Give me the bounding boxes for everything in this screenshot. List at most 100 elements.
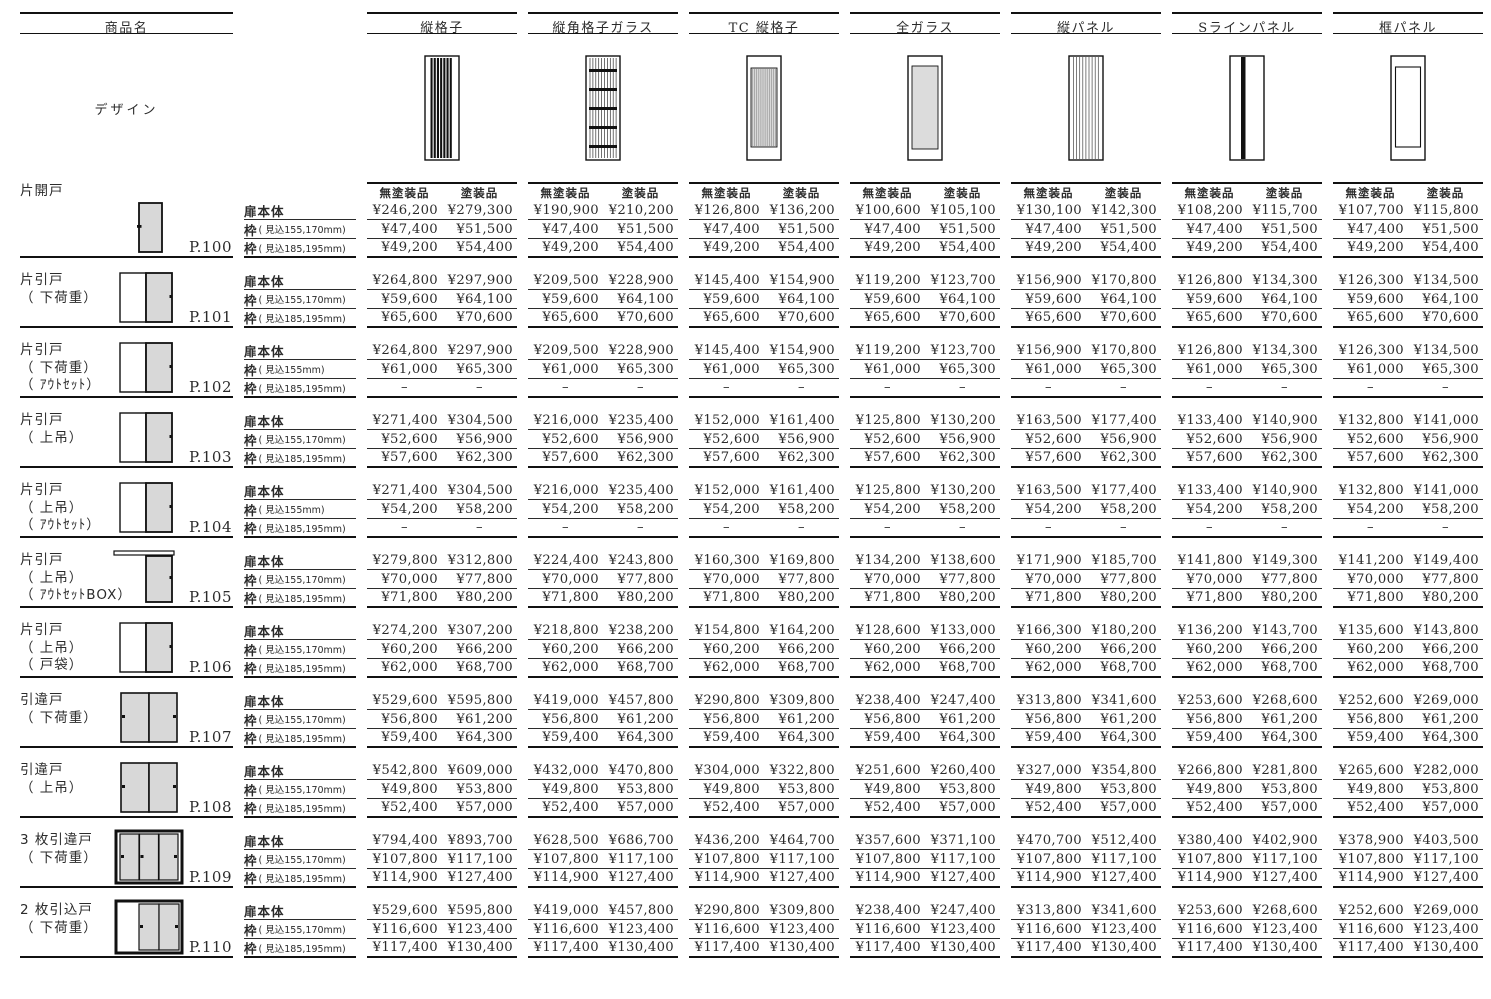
price-value: ¥70,600 <box>778 310 835 325</box>
price-value: ¥457,800 <box>608 902 674 918</box>
price-value: ¥123,400 <box>769 921 835 937</box>
price-row: ¥163,500 ¥177,400 <box>1011 411 1161 430</box>
price-value: ¥56,800 <box>542 711 599 727</box>
product-row-P.107: 引違戸（ 下荷重） P.107 扉本体枠( 見込155,170mm) 枠( 見込185… <box>20 691 1483 748</box>
price-value: ¥57,600 <box>703 450 760 465</box>
price-row: ¥252,600 ¥269,000 <box>1333 901 1483 920</box>
price-value: ¥65,600 <box>1186 310 1243 325</box>
price-cell-col3: ¥128,600 ¥133,000 ¥60,200 ¥66,200 ¥62,000 ¥68… <box>850 621 1000 678</box>
row-label-detail: ( 見込185,195mm) <box>258 663 346 675</box>
row-labels: 扉本体枠( 見込155,170mm) 枠( 見込185,195mm) <box>244 761 356 818</box>
row-label: 枠( 見込185,195mm) <box>244 659 356 678</box>
price-value: ¥62,000 <box>1186 660 1243 675</box>
row-label-detail: ( 見込185,195mm) <box>258 243 346 255</box>
price-value: ¥107,800 <box>1338 851 1404 867</box>
product-name-line: 片引戸 <box>20 622 64 638</box>
row-label-main: 扉本体 <box>244 623 285 639</box>
price-value: ¥238,400 <box>855 902 921 918</box>
price-value: ¥128,600 <box>855 622 921 638</box>
row-label: 枠( 見込185,195mm) <box>244 799 356 818</box>
price-value: ¥170,800 <box>1091 272 1157 288</box>
price-value: ¥66,200 <box>1422 641 1479 657</box>
price-cell-col5: ¥380,400 ¥402,900 ¥107,800 ¥117,100 ¥114,900… <box>1172 831 1322 888</box>
row-label: 枠( 見込155,170mm) <box>244 780 356 799</box>
price-value: ¥65,300 <box>778 361 835 377</box>
price-value: ¥130,200 <box>930 412 996 428</box>
price-row: ¥60,200 ¥66,200 <box>1333 640 1483 659</box>
price-cell-col1: ¥224,400 ¥243,800 ¥70,000 ¥77,800 ¥71,800 ¥80… <box>528 551 678 608</box>
price-row: ¥238,400 ¥247,400 <box>850 901 1000 920</box>
price-row: ¥56,800 ¥61,200 <box>689 710 839 729</box>
price-row: ¥70,000 ¥77,800 <box>1333 570 1483 589</box>
price-value: ¥154,900 <box>769 272 835 288</box>
price-row: ¥114,900 ¥127,400 <box>367 869 517 888</box>
price-value: ¥253,600 <box>1177 692 1243 708</box>
price-value: ¥246,200 <box>372 202 438 218</box>
price-value: ¥58,200 <box>939 501 996 517</box>
price-value: ¥65,300 <box>617 361 674 377</box>
price-row: – – <box>850 379 1000 398</box>
price-cell-col1: 無塗装品 塗装品 ¥190,900 ¥210,200 ¥47,400 ¥51,500 ¥49… <box>528 182 678 258</box>
price-value: ¥107,800 <box>694 851 760 867</box>
price-row: ¥71,800 ¥80,200 <box>1172 589 1322 608</box>
price-value: ¥107,800 <box>372 851 438 867</box>
price-row: ¥52,400 ¥57,000 <box>1172 799 1322 818</box>
price-value: ¥54,400 <box>778 240 835 255</box>
price-row: ¥47,400 ¥51,500 <box>1172 220 1322 239</box>
page-number: P.105 <box>189 588 232 606</box>
price-value: ¥264,800 <box>372 342 438 358</box>
price-cell-col0: ¥542,800 ¥609,000 ¥49,800 ¥53,800 ¥52,400 ¥57… <box>367 761 517 818</box>
price-value: ¥57,600 <box>1025 450 1082 465</box>
price-row: ¥59,400 ¥64,300 <box>689 729 839 748</box>
price-value: ¥64,300 <box>778 730 835 745</box>
price-row: ¥114,900 ¥127,400 <box>1011 869 1161 888</box>
price-value: ¥163,500 <box>1016 412 1082 428</box>
price-row: ¥216,000 ¥235,400 <box>528 411 678 430</box>
price-row: ¥238,400 ¥247,400 <box>850 691 1000 710</box>
price-value: ¥133,000 <box>930 622 996 638</box>
price-row: ¥61,000 ¥65,300 <box>1011 360 1161 379</box>
price-value: ¥57,000 <box>778 800 835 815</box>
product-name-line: （ 下荷重） <box>20 919 98 936</box>
price-value: ¥114,900 <box>1177 870 1243 885</box>
price-value: ¥62,300 <box>1422 450 1479 465</box>
price-value: ¥117,100 <box>1252 851 1318 867</box>
price-row: ¥54,200 ¥58,200 <box>1172 500 1322 519</box>
row-label-detail: ( 見込155,170mm) <box>258 225 346 236</box>
price-value: ¥279,800 <box>372 552 438 568</box>
price-value: ¥114,900 <box>1016 870 1082 885</box>
price-value: ¥52,400 <box>1025 800 1082 815</box>
price-row: ¥246,200 ¥279,300 <box>367 201 517 220</box>
price-row: ¥171,900 ¥185,700 <box>1011 551 1161 570</box>
price-cell-col1: ¥628,500 ¥686,700 ¥107,800 ¥117,100 ¥114,900… <box>528 831 678 888</box>
price-row: ¥57,600 ¥62,300 <box>1333 449 1483 468</box>
price-value: ¥464,700 <box>769 832 835 848</box>
product-row-P.103: 片引戸（ 上吊） P.103 扉本体枠( 見込155,170mm) 枠( 見込185,… <box>20 411 1483 468</box>
price-type-label: 無塗装品 <box>1184 185 1235 200</box>
price-row: ¥59,600 ¥64,100 <box>850 290 1000 309</box>
price-value: ¥61,000 <box>1186 361 1243 377</box>
price-row: ¥52,400 ¥57,000 <box>528 799 678 818</box>
price-value: ¥62,000 <box>542 660 599 675</box>
price-type-label: 無塗装品 <box>540 185 591 200</box>
row-label: 枠( 見込155,170mm) <box>244 570 356 589</box>
price-row: ¥141,800 ¥149,300 <box>1172 551 1322 570</box>
price-row: ¥70,000 ¥77,800 <box>850 570 1000 589</box>
price-row: ¥61,000 ¥65,300 <box>850 360 1000 379</box>
price-value: ¥282,000 <box>1413 762 1479 778</box>
price-type-header: 無塗装品 塗装品 <box>528 182 678 201</box>
price-value: – <box>401 520 408 535</box>
price-value: ¥57,000 <box>939 800 996 815</box>
price-value: ¥65,600 <box>542 310 599 325</box>
row-label-main: 扉本体 <box>244 413 285 429</box>
row-label-main: 枠 <box>244 782 258 798</box>
price-row: ¥61,000 ¥65,300 <box>1333 360 1483 379</box>
price-value: ¥68,700 <box>1100 660 1157 675</box>
price-row: ¥130,100 ¥142,300 <box>1011 201 1161 220</box>
price-value: ¥61,200 <box>1100 711 1157 727</box>
price-value: ¥107,800 <box>1016 851 1082 867</box>
row-label-main: 枠 <box>244 852 258 868</box>
row-labels: 扉本体枠( 見込155,170mm) 枠( 見込185,195mm) <box>244 621 356 678</box>
price-value: – <box>723 520 730 535</box>
price-row: ¥290,800 ¥309,800 <box>689 901 839 920</box>
